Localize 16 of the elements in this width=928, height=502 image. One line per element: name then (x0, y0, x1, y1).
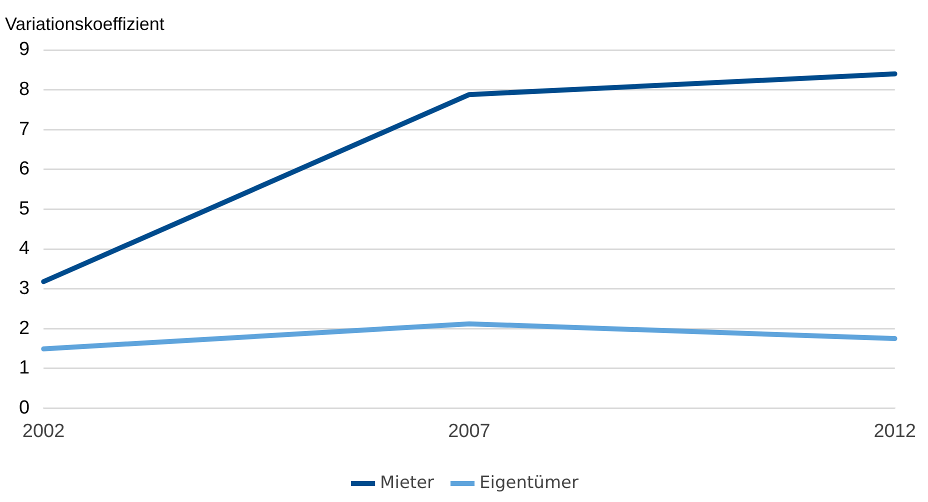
y-axis-title: Variationskoeffizient (5, 14, 164, 34)
y-tick-label: 3 (18, 278, 30, 300)
y-tick-label: 0 (18, 397, 30, 418)
x-tick-label: 2002 (22, 420, 65, 442)
x-tick-label: 2007 (448, 420, 490, 442)
y-tick-label: 8 (18, 79, 30, 100)
y-tick-label: 7 (18, 118, 30, 140)
y-tick-label: 9 (18, 39, 30, 60)
y-tick-label: 4 (18, 238, 30, 260)
legend-label: Eigentümer (480, 472, 578, 493)
legend-label: Mieter (380, 472, 434, 493)
y-tick-label: 6 (18, 158, 30, 180)
x-tick-label: 2012 (874, 420, 916, 442)
y-tick-label: 5 (18, 198, 30, 220)
y-tick-label: 1 (18, 358, 30, 379)
y-tick-label: 2 (18, 318, 30, 339)
